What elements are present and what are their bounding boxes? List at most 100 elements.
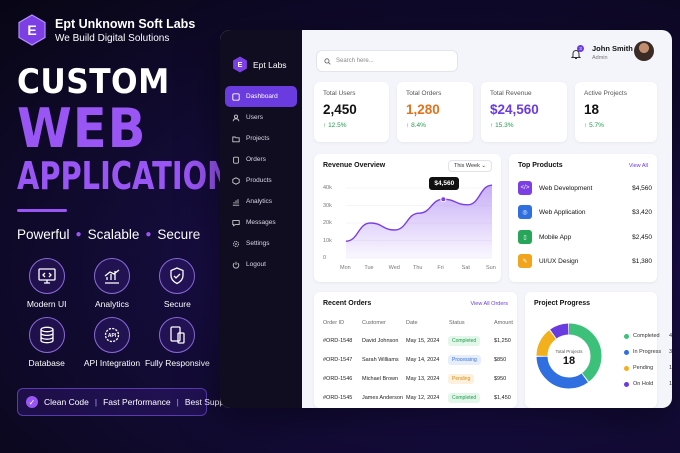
order-customer: Sarah Williams [362, 357, 399, 363]
legend-percent: 10% [668, 381, 672, 387]
sidebar-item-products[interactable]: Products [225, 170, 297, 191]
status-badge: Processing [448, 355, 481, 365]
y-tick-label: 40k [323, 185, 332, 191]
quality-badge-bar: ✓ Clean Code | Fast Performance | Best Sup… [17, 388, 234, 416]
stat-value: 1,280 [406, 102, 440, 117]
sidebar-item-logout[interactable]: Logout [225, 254, 297, 275]
chevron-down-icon: ⌄ [481, 163, 486, 169]
sidebar-item-label: Products [246, 177, 272, 184]
stat-change-value: 8.4% [411, 122, 426, 129]
feature-secure: Secure [145, 258, 210, 309]
user-name: John Smith [592, 44, 633, 53]
clipboard-icon [233, 156, 239, 164]
search-input[interactable]: Search here... [316, 50, 458, 72]
pen-icon: ✎ [518, 254, 532, 268]
product-row[interactable]: </> Web Development $4,560 [518, 179, 652, 197]
order-amount: $850 [494, 357, 507, 363]
order-id: #ORD-1547 [323, 357, 353, 363]
pipe-separator: | [94, 397, 98, 407]
stat-card-orders[interactable]: Total Orders 1,280 ↑ 8.4% [397, 82, 473, 142]
sidebar-item-messages[interactable]: Messages [225, 212, 297, 233]
stat-label: Total Orders [406, 90, 442, 97]
dashboard-window: E Ept Labs Dashboard Users Projects Orde… [220, 30, 672, 408]
feature-fully-responsive: Fully Responsive [145, 317, 210, 368]
x-tick-label: Sun [486, 265, 496, 271]
sidebar-item-label: Users [246, 114, 263, 121]
stat-card-projects[interactable]: Active Projects 18 ↑ 5.7% [575, 82, 657, 142]
product-row[interactable]: ▯ Mobile App $2,450 [518, 228, 652, 246]
sidebar-item-users[interactable]: Users [225, 107, 297, 128]
notification-count-badge: 3 [577, 45, 584, 52]
dashboard-sidebar: E Ept Labs Dashboard Users Projects Orde… [220, 30, 302, 408]
sidebar-item-label: Messages [246, 219, 276, 226]
gear-icon [232, 240, 240, 247]
dashboard-main: Search here... 3 John Smith Admin Total … [302, 30, 672, 408]
view-all-link[interactable]: View All [628, 163, 648, 169]
arrow-up-icon: ↑ [323, 122, 327, 129]
sidebar-item-analytics[interactable]: Analytics [225, 191, 297, 212]
legend-item: Completed 40% [624, 333, 672, 339]
donut-slice [536, 323, 602, 389]
sidebar-item-label: Settings [246, 240, 270, 247]
box-icon [232, 176, 240, 185]
product-row[interactable]: ◎ Web Application $3,420 [518, 203, 652, 221]
order-id: #ORD-1545 [323, 395, 353, 401]
sidebar-item-orders[interactable]: Orders [225, 149, 297, 170]
stat-change: ↑ 8.4% [406, 122, 464, 129]
sidebar-item-label: Logout [246, 261, 266, 268]
sidebar-item-label: Analytics [246, 198, 273, 205]
stat-card-users[interactable]: Total Users 2,450 ↑ 12.5% [314, 82, 389, 142]
order-id: #ORD-1546 [323, 376, 353, 382]
stat-change: ↑ 5.7% [584, 122, 648, 129]
y-tick-label: 10k [323, 237, 332, 244]
column-header: Date [406, 320, 418, 326]
dot-separator: ● [75, 229, 82, 240]
stat-card-revenue[interactable]: Total Revenue $24,560 ↑ 15.3% [481, 82, 567, 142]
progress-donut [536, 323, 602, 389]
stat-value: 2,450 [323, 102, 357, 117]
product-row[interactable]: ✎ UI/UX Design $1,380 [518, 252, 652, 270]
user-info[interactable]: John Smith Admin [592, 44, 633, 61]
column-header: Status [449, 320, 465, 326]
sidebar-item-dashboard[interactable]: Dashboard [225, 86, 297, 107]
legend-swatch [624, 365, 629, 371]
legend-label: Completed [633, 333, 660, 339]
legend-swatch [624, 381, 629, 387]
order-date: May 14, 2024 [406, 357, 440, 363]
status-badge: Completed [448, 393, 481, 403]
brand-header: E Ept Unknown Soft Labs We Build Digital… [17, 14, 195, 46]
period-dropdown[interactable]: This Week ⌄ [447, 160, 492, 172]
order-date: May 13, 2024 [406, 376, 440, 382]
view-all-orders-link[interactable]: View All Orders [470, 301, 509, 307]
legend-item: On Hold 10% [624, 381, 672, 387]
status-badge: Completed [448, 336, 481, 346]
y-tick-label: 30k [323, 202, 332, 209]
avatar[interactable] [634, 41, 654, 61]
dot-separator: ● [145, 229, 152, 240]
feature-modern-ui: Modern UI [14, 258, 79, 309]
chart-point[interactable] [440, 196, 447, 203]
order-customer: David Johnson [362, 338, 399, 344]
top-products-card: Top Products View All </> Web Development… [509, 154, 657, 282]
card-title: Recent Orders [323, 300, 372, 307]
order-date: May 15, 2024 [406, 338, 440, 344]
x-tick-label: Tue [364, 265, 374, 271]
badge-text: Best Support [184, 397, 235, 407]
badge-text: Clean Code [44, 397, 89, 407]
sidebar-brand-label: Ept Labs [253, 59, 287, 70]
product-name: Web Application [539, 208, 586, 216]
sidebar-item-settings[interactable]: Settings [225, 233, 297, 254]
user-icon [232, 114, 240, 121]
database-icon [28, 317, 65, 353]
sidebar-nav: Dashboard Users Projects Orders Products… [225, 86, 297, 275]
dashboard-icon [232, 92, 240, 101]
feature-grid: Modern UI Analytics Secure Database API … [14, 258, 210, 368]
pipe-separator: | [176, 397, 179, 407]
y-tick-label: 0 [323, 255, 327, 261]
donut-slice [536, 323, 602, 389]
check-circle-icon: ✓ [26, 396, 38, 408]
sidebar-item-projects[interactable]: Projects [225, 128, 297, 149]
stat-change: ↑ 12.5% [323, 122, 380, 129]
legend-item: Pending 15% [624, 365, 672, 371]
product-value: $3,420 [632, 208, 652, 216]
